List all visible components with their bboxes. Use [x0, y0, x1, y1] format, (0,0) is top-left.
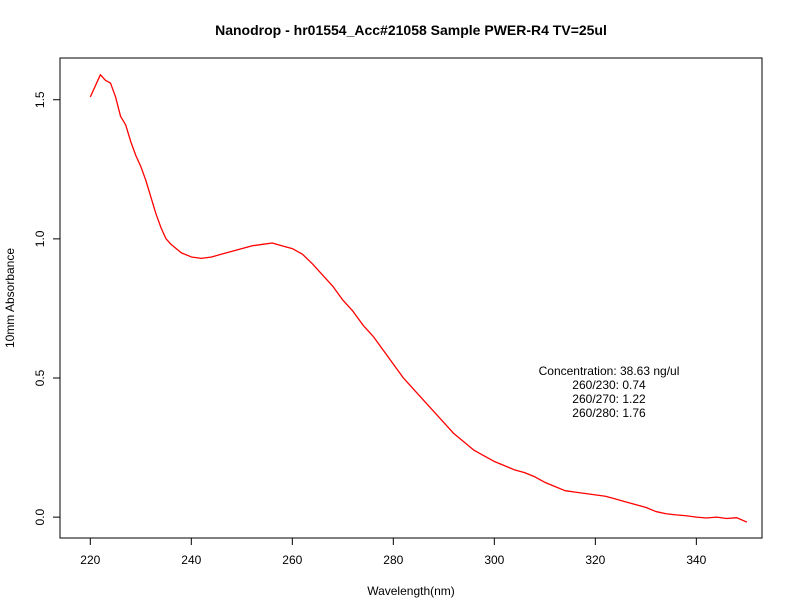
y-axis: 0.0 0.5 1.0 1.5 — [33, 91, 61, 525]
x-tick-label: 340 — [686, 553, 706, 567]
x-axis-label: Wavelength(nm) — [367, 584, 455, 598]
x-tick-label: 240 — [181, 553, 201, 567]
y-tick-label: 0.5 — [33, 369, 47, 386]
x-tick-label: 220 — [80, 553, 100, 567]
x-axis: 220 240 260 280 300 320 340 — [80, 537, 707, 567]
x-tick-label: 300 — [484, 553, 504, 567]
y-tick-label: 1.0 — [33, 230, 47, 247]
annotation-ratio-260-270: 260/270: 1.22 — [572, 392, 646, 406]
y-axis-label: 10mm Absorbance — [3, 248, 17, 348]
chart-title: Nanodrop - hr01554_Acc#21058 Sample PWER… — [215, 22, 607, 38]
series-layer — [89, 74, 748, 523]
x-tick-label: 260 — [282, 553, 302, 567]
annotation-ratio-260-280: 260/280: 1.76 — [572, 406, 646, 420]
absorbance-series-line — [89, 74, 748, 523]
x-tick-label: 280 — [383, 553, 403, 567]
annotation-ratio-260-230: 260/230: 0.74 — [572, 378, 646, 392]
y-tick-label: 0.0 — [33, 508, 47, 525]
stats-annotation: Concentration: 38.63 ng/ul 260/230: 0.74… — [539, 364, 680, 420]
plot-frame — [59, 57, 763, 539]
x-tick-label: 320 — [585, 553, 605, 567]
y-tick-label: 1.5 — [33, 91, 47, 108]
annotation-concentration: Concentration: 38.63 ng/ul — [539, 364, 680, 378]
